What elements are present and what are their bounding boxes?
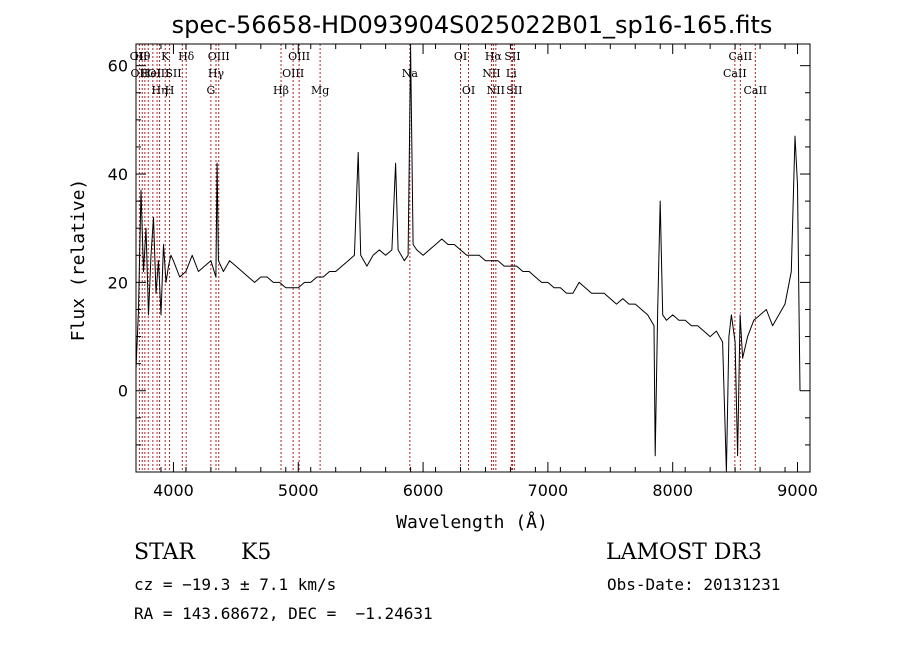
object-class: STAR	[134, 540, 195, 565]
spectral-line-label: NII	[482, 67, 500, 80]
spectral-line-label: Hη	[151, 84, 167, 97]
survey-name: LAMOST DR3	[606, 540, 762, 565]
x-axis-label: Wavelength (Å)	[396, 511, 548, 533]
spectral-line-label: CaII	[729, 50, 753, 63]
spectral-line-label: OII	[130, 50, 148, 63]
y-axis-label: Flux (relative)	[68, 179, 89, 342]
spectral-line-label: OIII	[288, 50, 310, 63]
spectral-line-label: OIII	[282, 67, 304, 80]
spectral-line-label: CaII	[743, 84, 767, 97]
spectral-line-label: Mg	[311, 84, 329, 97]
spectral-line-label: G	[206, 84, 215, 97]
spectral-line-label: SII	[165, 67, 181, 80]
spectral-line-label: CaII	[723, 67, 747, 80]
x-tick-label: 6000	[403, 481, 444, 500]
spectral-line-label: Hβ	[273, 84, 289, 97]
x-tick-label: 8000	[652, 481, 693, 500]
coordinates: RA = 143.68672, DEC = −1.24631	[134, 604, 433, 623]
redshift-value: cz = −19.3 ± 7.1 km/s	[134, 575, 337, 594]
y-tick-label: 20	[108, 273, 128, 292]
spectral-line-label: OI	[454, 50, 467, 63]
x-tick-label: 7000	[528, 481, 569, 500]
spectral-line-label: OIII	[208, 50, 230, 63]
spectral-line-label: Hγ	[208, 67, 225, 80]
spectral-line-label: SII	[504, 50, 520, 63]
spectral-line-label: Li	[506, 67, 517, 80]
x-tick-label: 9000	[777, 481, 818, 500]
spectral-line-label: Hθ	[134, 50, 151, 63]
spectral-line-label: OII	[131, 67, 149, 80]
spectral-line-label: HeI	[141, 67, 161, 80]
spectral-line-label: Hδ	[178, 50, 195, 63]
spectral-line-label: OIII	[147, 67, 169, 80]
y-tick-label: 0	[118, 382, 128, 401]
spectral-line-markers	[138, 44, 756, 472]
spectral-line-label: Hα	[485, 50, 503, 63]
y-tick-label: 60	[108, 57, 128, 76]
x-tick-label: 4000	[153, 481, 194, 500]
spectral-line-label: H	[165, 84, 175, 97]
chart-title: spec-56658-HD093904S025022B01_sp16-165.f…	[172, 11, 773, 39]
spectral-line-labels: OIIHθHηKHHδGHγOIIIHβOIIIOIIIMgNaOIOINIIH…	[130, 50, 768, 97]
spectral-line-label: NII	[487, 84, 505, 97]
obs-date: Obs-Date: 20131231	[607, 575, 781, 594]
spectral-line-label: OI	[462, 84, 475, 97]
plot-frame	[135, 43, 811, 473]
spectrum-series	[135, 48, 801, 473]
spectral-line-label: K	[161, 50, 170, 63]
spectral-line-label: SII	[506, 84, 522, 97]
x-tick-label: 5000	[278, 481, 319, 500]
spectrum-line	[135, 48, 801, 473]
axis-ticks: 4000 5000 6000 7000 8000 9000 0 20 40 60	[108, 44, 818, 500]
object-subclass: K5	[241, 540, 272, 565]
y-tick-label: 40	[108, 165, 128, 184]
